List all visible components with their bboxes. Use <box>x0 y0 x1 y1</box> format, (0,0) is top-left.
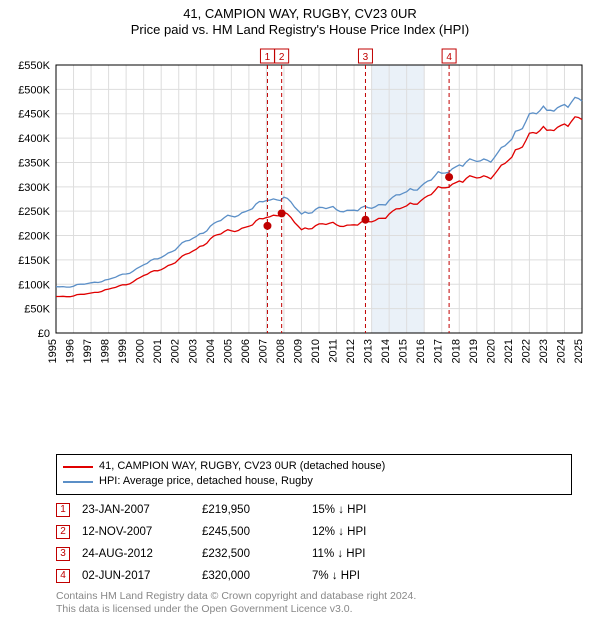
svg-text:2006: 2006 <box>240 339 252 363</box>
svg-text:2017: 2017 <box>433 339 445 363</box>
sale-diff: 15% ↓ HPI <box>312 504 572 516</box>
sales-table: 1 23-JAN-2007£219,95015% ↓ HPI 2 12-NOV-200… <box>56 499 572 587</box>
svg-text:2011: 2011 <box>328 339 340 363</box>
sale-date: 02-JUN-2017 <box>82 570 202 582</box>
svg-text:2000: 2000 <box>135 339 147 363</box>
svg-text:2001: 2001 <box>152 339 164 363</box>
svg-text:1996: 1996 <box>65 339 77 363</box>
svg-text:£500K: £500K <box>18 84 50 96</box>
chart-titles: 41, CAMPION WAY, RUGBY, CV23 0UR Price p… <box>8 6 592 37</box>
chart-area: £0 £50K £100K £150K £200K £250K £300K £350K £400… <box>8 41 592 450</box>
svg-text:2: 2 <box>279 52 285 63</box>
svg-text:2025: 2025 <box>573 339 585 363</box>
svg-text:2020: 2020 <box>485 339 497 363</box>
svg-text:2003: 2003 <box>187 339 199 363</box>
svg-text:3: 3 <box>363 52 369 63</box>
svg-text:2024: 2024 <box>555 339 567 363</box>
svg-text:4: 4 <box>446 52 452 63</box>
sale-date: 12-NOV-2007 <box>82 526 202 538</box>
sale-date: 23-JAN-2007 <box>82 504 202 516</box>
svg-text:£450K: £450K <box>18 109 50 121</box>
svg-text:£150K: £150K <box>18 255 50 267</box>
svg-text:2023: 2023 <box>538 339 550 363</box>
svg-text:2004: 2004 <box>205 339 217 363</box>
svg-text:£250K: £250K <box>18 206 50 218</box>
sale-diff: 7% ↓ HPI <box>312 570 572 582</box>
svg-text:£400K: £400K <box>18 133 50 145</box>
svg-text:2021: 2021 <box>503 339 515 363</box>
svg-text:£550K: £550K <box>18 60 50 72</box>
price-chart: £0 £50K £100K £150K £200K £250K £300K £350K £400… <box>8 41 592 367</box>
footer-line2: This data is licensed under the Open Gov… <box>56 603 572 616</box>
chart-title-address: 41, CAMPION WAY, RUGBY, CV23 0UR <box>8 6 592 21</box>
svg-text:2019: 2019 <box>468 339 480 363</box>
svg-text:2002: 2002 <box>170 339 182 363</box>
sale-row: 3 24-AUG-2012£232,50011% ↓ HPI <box>56 543 572 565</box>
sale-price: £232,500 <box>202 548 312 560</box>
svg-text:1999: 1999 <box>117 339 129 363</box>
sale-diff: 12% ↓ HPI <box>312 526 572 538</box>
svg-text:2015: 2015 <box>398 339 410 363</box>
svg-text:£0: £0 <box>38 328 50 340</box>
svg-text:1995: 1995 <box>47 339 59 363</box>
svg-text:£200K: £200K <box>18 231 50 243</box>
sale-row: 1 23-JAN-2007£219,95015% ↓ HPI <box>56 499 572 521</box>
svg-text:2007: 2007 <box>257 339 269 363</box>
sale-marker: 2 <box>56 525 70 539</box>
sale-date: 24-AUG-2012 <box>82 548 202 560</box>
legend-item-hpi: HPI: Average price, detached house, Rugb… <box>63 474 565 489</box>
legend: 41, CAMPION WAY, RUGBY, CV23 0UR (detach… <box>56 454 572 495</box>
svg-text:£300K: £300K <box>18 182 50 194</box>
sale-price: £245,500 <box>202 526 312 538</box>
svg-text:2018: 2018 <box>450 339 462 363</box>
svg-text:1997: 1997 <box>82 339 94 363</box>
sale-row: 2 12-NOV-2007£245,50012% ↓ HPI <box>56 521 572 543</box>
footer: Contains HM Land Registry data © Crown c… <box>56 590 572 616</box>
footer-line1: Contains HM Land Registry data © Crown c… <box>56 590 572 603</box>
sale-price: £320,000 <box>202 570 312 582</box>
svg-text:2016: 2016 <box>415 339 427 363</box>
sale-marker: 1 <box>56 503 70 517</box>
sale-marker: 4 <box>56 569 70 583</box>
sale-diff: 11% ↓ HPI <box>312 548 572 560</box>
legend-swatch-price-paid <box>63 466 93 468</box>
svg-text:2009: 2009 <box>292 339 304 363</box>
svg-text:2014: 2014 <box>380 339 392 363</box>
svg-text:1998: 1998 <box>100 339 112 363</box>
legend-swatch-hpi <box>63 481 93 483</box>
legend-label-hpi: HPI: Average price, detached house, Rugb… <box>99 474 313 489</box>
svg-text:£350K: £350K <box>18 157 50 169</box>
svg-text:2010: 2010 <box>310 339 322 363</box>
svg-text:1: 1 <box>265 52 271 63</box>
svg-text:2013: 2013 <box>363 339 375 363</box>
svg-text:2005: 2005 <box>222 339 234 363</box>
svg-text:£100K: £100K <box>18 279 50 291</box>
svg-text:2022: 2022 <box>520 339 532 363</box>
sale-row: 4 02-JUN-2017£320,0007% ↓ HPI <box>56 565 572 587</box>
svg-text:£50K: £50K <box>24 304 50 316</box>
svg-text:2012: 2012 <box>345 339 357 363</box>
legend-item-price-paid: 41, CAMPION WAY, RUGBY, CV23 0UR (detach… <box>63 459 565 474</box>
chart-title-sub: Price paid vs. HM Land Registry's House … <box>8 22 592 37</box>
svg-text:2008: 2008 <box>275 339 287 363</box>
sale-price: £219,950 <box>202 504 312 516</box>
legend-label-price-paid: 41, CAMPION WAY, RUGBY, CV23 0UR (detach… <box>99 459 385 474</box>
sale-marker: 3 <box>56 547 70 561</box>
